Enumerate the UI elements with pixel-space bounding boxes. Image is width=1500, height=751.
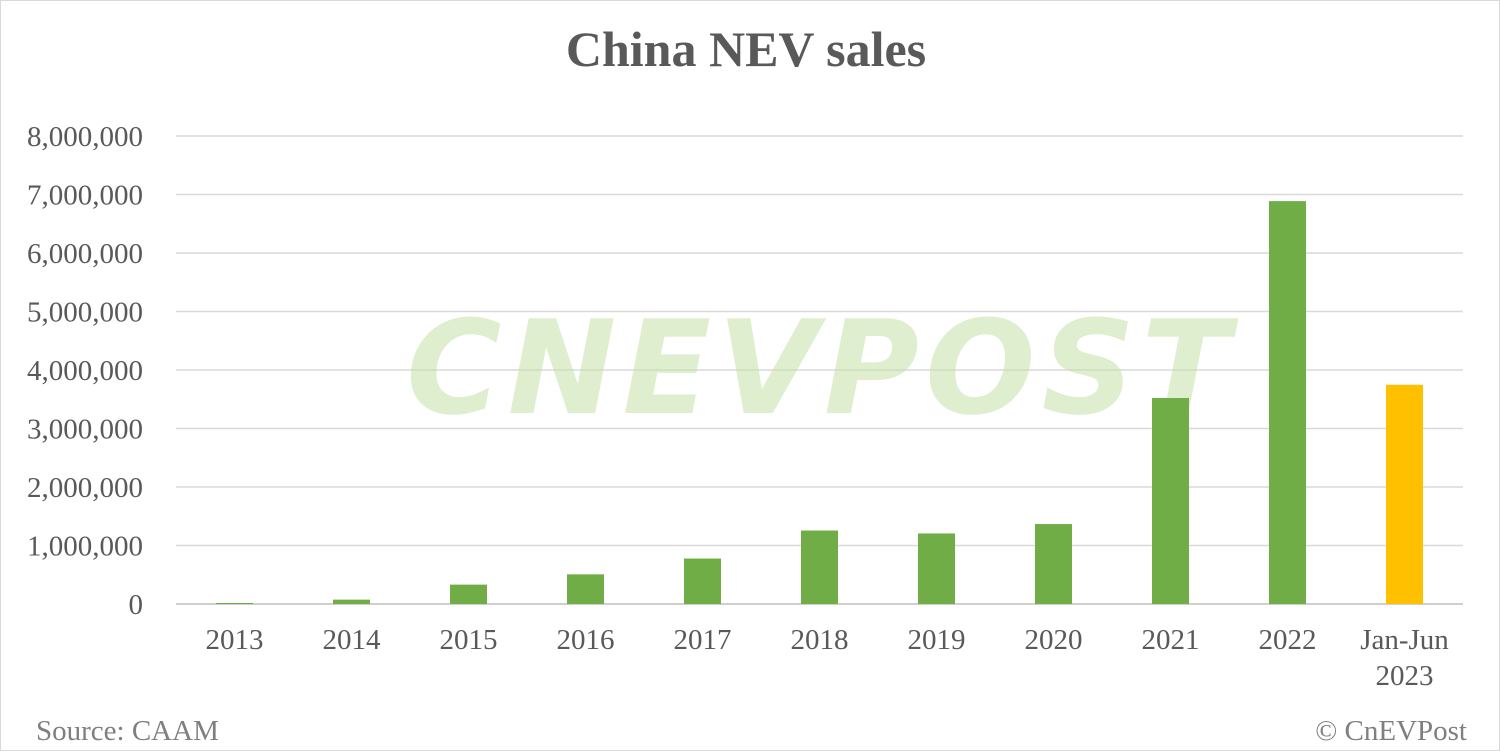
x-tick-label: Jan-Jun 2023 [1360, 624, 1449, 692]
bar-2019 [918, 533, 955, 604]
x-tick-label: 2021 [1142, 624, 1200, 656]
chart-title: China NEV sales [566, 21, 926, 77]
y-tick-label: 8,000,000 [27, 121, 143, 153]
y-tick-label: 5,000,000 [27, 297, 143, 329]
bar-2017 [684, 558, 721, 604]
x-tick-label: 2015 [440, 624, 498, 656]
y-tick-label: 0 [129, 589, 144, 621]
y-tick-label: 7,000,000 [27, 180, 143, 212]
x-tick-label: 2017 [674, 624, 732, 656]
y-tick-label: 4,000,000 [27, 355, 143, 387]
bar-2020 [1035, 524, 1072, 604]
x-tick-label: 2016 [557, 624, 615, 656]
bar-2022 [1269, 201, 1306, 604]
x-tick-label: 2020 [1025, 624, 1083, 656]
bar-jan-jun-2023 [1386, 384, 1423, 604]
source-note: Source: CAAM [36, 715, 219, 747]
bar-2016 [567, 574, 604, 604]
y-tick-label: 1,000,000 [27, 531, 143, 563]
bar-2013 [216, 602, 253, 604]
x-tick-label: 2014 [323, 624, 382, 656]
y-tick-label: 6,000,000 [27, 238, 143, 270]
y-tick-label: 3,000,000 [27, 414, 143, 446]
bar-2018 [801, 530, 838, 604]
x-tick-label: 2018 [791, 624, 849, 656]
bar-2021 [1152, 398, 1189, 604]
bar-2015 [450, 584, 487, 604]
y-tick-label: 2,000,000 [27, 472, 143, 504]
x-tick-label: 2019 [908, 624, 966, 656]
bar-2014 [333, 599, 370, 604]
x-tick-label: 2022 [1259, 624, 1317, 656]
copyright-note: © CnEVPost [1315, 715, 1467, 747]
watermark-logo: CNEVPOST [406, 292, 1239, 444]
x-tick-label: 2013 [206, 624, 264, 656]
